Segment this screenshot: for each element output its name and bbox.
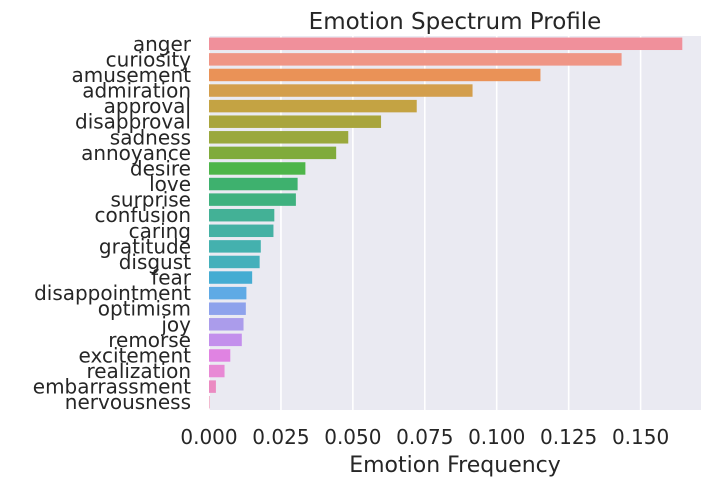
category-label-surprise: surprise: [110, 188, 191, 212]
bar-disgust: [209, 255, 260, 269]
bar-disapproval: [209, 115, 382, 128]
plot-background: [209, 36, 701, 410]
bar-fear: [209, 271, 253, 284]
category-label-desire: desire: [130, 156, 191, 180]
bar-disappointment: [209, 286, 247, 300]
category-label-amusement: amusement: [72, 63, 192, 87]
bar-caring: [209, 224, 274, 238]
category-label-disapproval: disapproval: [75, 110, 191, 134]
x-tick-labels: 0.000 0.025 0.050 0.075 0.100 0.125 0.150: [180, 425, 669, 449]
category-label-realization: realization: [86, 359, 191, 383]
bar-approval: [209, 99, 417, 113]
category-label-excitement: excitement: [79, 343, 192, 367]
bar-annoyance: [209, 146, 337, 160]
x-tick-label: 0.000: [180, 425, 237, 449]
bar-curiosity: [209, 53, 622, 66]
bar-optimism: [209, 302, 246, 315]
bar-embarrassment: [209, 380, 216, 393]
x-tick-label: 0.075: [396, 425, 453, 449]
category-label-disgust: disgust: [119, 250, 191, 274]
category-label-nervousness: nervousness: [65, 390, 191, 414]
category-label-annoyance: annoyance: [81, 141, 191, 165]
category-label-curiosity: curiosity: [106, 47, 192, 71]
category-label-gratitude: gratitude: [99, 234, 191, 258]
bar-joy: [209, 318, 244, 331]
category-label-fear: fear: [151, 266, 192, 290]
category-label-anger: anger: [133, 32, 192, 56]
bar-amusement: [209, 68, 541, 82]
category-label-confusion: confusion: [94, 203, 191, 227]
bar-remorse: [209, 333, 242, 347]
bar-love: [209, 177, 298, 191]
category-label-optimism: optimism: [98, 297, 191, 321]
bar-realization: [209, 364, 225, 378]
bar-desire: [209, 162, 306, 175]
category-label-remorse: remorse: [108, 328, 191, 352]
bars: [209, 37, 683, 409]
bar-nervousness: [209, 395, 210, 409]
category-label-love: love: [149, 172, 191, 196]
bar-sadness: [209, 131, 349, 144]
x-tick-label: 0.100: [468, 425, 525, 449]
category-label-joy: joy: [160, 312, 191, 336]
category-label-embarrassment: embarrassment: [33, 375, 191, 399]
bar-anger: [209, 37, 683, 51]
bar-gratitude: [209, 240, 261, 253]
category-label-caring: caring: [129, 219, 191, 243]
x-tick-label: 0.025: [252, 425, 309, 449]
category-label-admiration: admiration: [82, 79, 191, 103]
bar-confusion: [209, 208, 275, 222]
chart-title: Emotion Spectrum Profile: [309, 9, 602, 35]
x-tick-label: 0.050: [324, 425, 381, 449]
bar-admiration: [209, 84, 473, 97]
category-labels: angercuriosityamusementadmirationapprova…: [33, 32, 192, 414]
category-label-approval: approval: [104, 94, 191, 118]
grid-lines: [208, 36, 642, 410]
x-axis-title: Emotion Frequency: [349, 453, 561, 478]
bar-excitement: [209, 349, 231, 362]
bar-surprise: [209, 193, 296, 206]
category-label-sadness: sadness: [110, 125, 191, 149]
category-label-disappointment: disappointment: [34, 281, 191, 305]
x-tick-label: 0.125: [540, 425, 597, 449]
x-tick-label: 0.150: [612, 425, 669, 449]
